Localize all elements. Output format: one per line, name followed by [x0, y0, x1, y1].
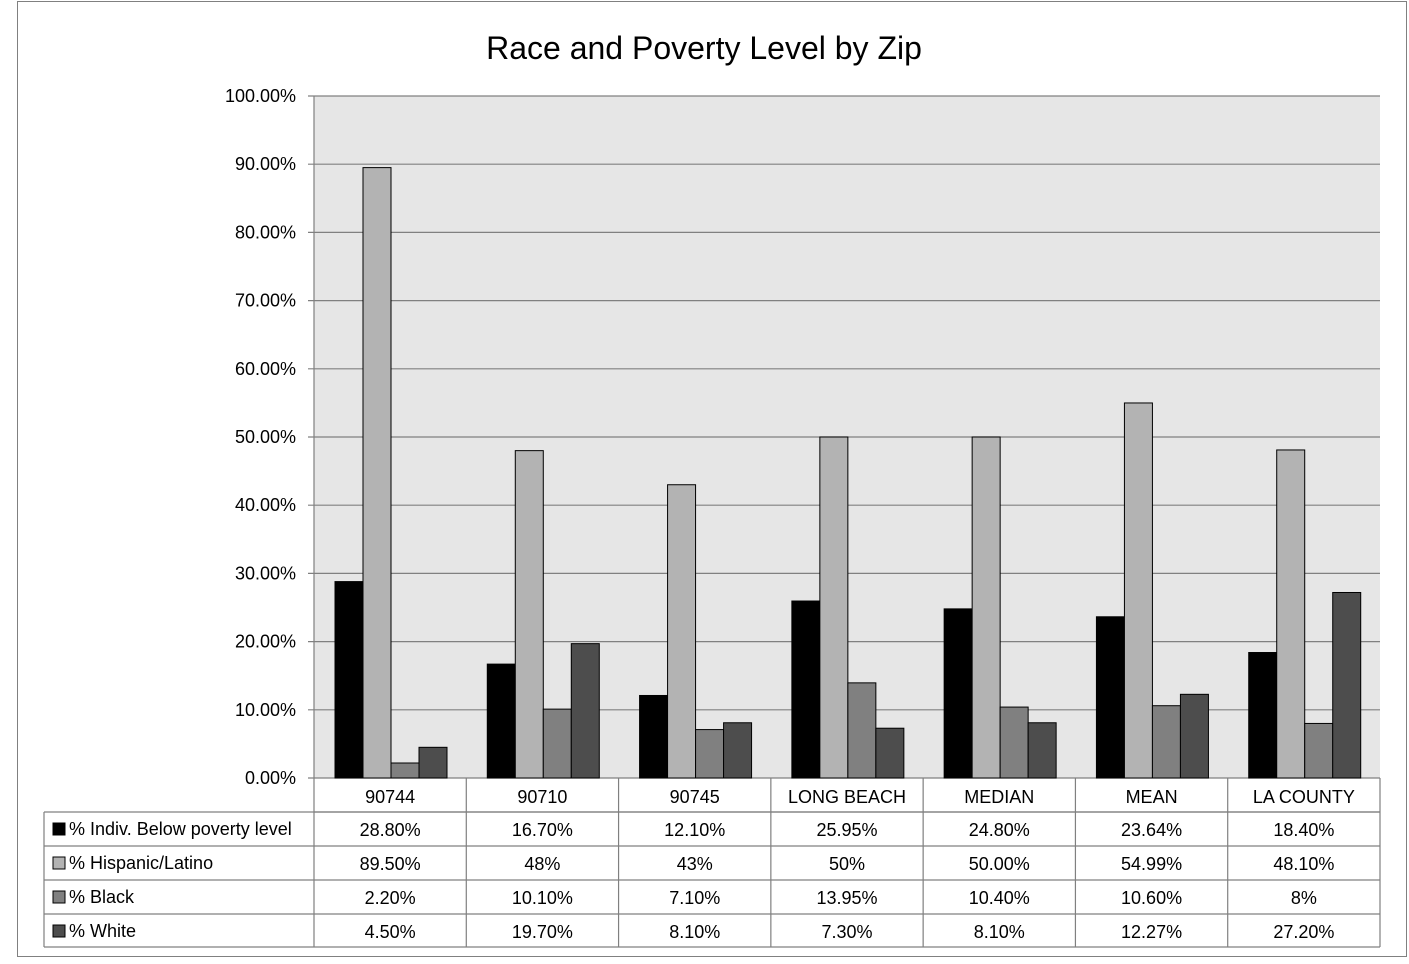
data-label: 48.10% — [1273, 854, 1334, 874]
bar — [1179, 693, 1209, 779]
data-label: 25.95% — [816, 820, 877, 840]
bar — [723, 722, 753, 779]
legend-swatch — [52, 856, 66, 870]
category-label: 90710 — [517, 787, 567, 807]
legend-swatch — [52, 822, 66, 836]
y-tick-label: 80.00% — [235, 222, 296, 242]
bar — [418, 746, 448, 779]
category-label: MEAN — [1126, 787, 1178, 807]
bar — [362, 167, 392, 779]
bar — [334, 581, 364, 779]
data-label: 48% — [524, 854, 560, 874]
data-label: 12.27% — [1121, 922, 1182, 942]
bar — [695, 729, 725, 779]
data-label: 13.95% — [816, 888, 877, 908]
chart-title: Race and Poverty Level by Zip — [486, 30, 922, 66]
y-tick-label: 20.00% — [235, 632, 296, 652]
bar — [1304, 722, 1334, 779]
y-tick-label: 0.00% — [245, 768, 296, 788]
bar — [1248, 652, 1278, 779]
data-label: 8.10% — [974, 922, 1025, 942]
data-label: 7.30% — [821, 922, 872, 942]
data-label: 16.70% — [512, 820, 573, 840]
category-label: MEDIAN — [964, 787, 1034, 807]
bars — [334, 167, 1362, 779]
y-tick-label: 100.00% — [225, 86, 296, 106]
bar — [819, 436, 849, 779]
data-table: 90744 90710 90745 LONG BEACH MEDIAN MEAN LA CO… — [43, 778, 1381, 948]
data-label: 12.10% — [664, 820, 725, 840]
data-label: 8.10% — [669, 922, 720, 942]
legend-label: % White — [69, 921, 136, 941]
bar — [486, 663, 516, 779]
data-label: 50% — [829, 854, 865, 874]
bar — [639, 694, 669, 779]
data-label: 27.20% — [1273, 922, 1334, 942]
y-tick-label: 40.00% — [235, 495, 296, 515]
y-tick-label: 60.00% — [235, 359, 296, 379]
data-label: 10.60% — [1121, 888, 1182, 908]
data-label: 10.40% — [969, 888, 1030, 908]
bar — [542, 708, 572, 779]
bar — [791, 600, 821, 779]
data-label: 19.70% — [512, 922, 573, 942]
bar — [971, 436, 1001, 779]
data-label: 28.80% — [360, 820, 421, 840]
legend-label: % Black — [69, 887, 135, 907]
bar — [1027, 722, 1057, 779]
y-tick-label: 70.00% — [235, 291, 296, 311]
y-tick-label: 30.00% — [235, 563, 296, 583]
category-label: 90744 — [365, 787, 415, 807]
data-label: 8% — [1291, 888, 1317, 908]
category-label: LONG BEACH — [788, 787, 906, 807]
data-label: 24.80% — [969, 820, 1030, 840]
bar — [875, 727, 905, 779]
legend-label: % Hispanic/Latino — [69, 853, 213, 873]
data-label: 89.50% — [360, 854, 421, 874]
data-label: 10.10% — [512, 888, 573, 908]
bar — [847, 682, 877, 779]
bar — [514, 450, 544, 779]
y-tick-label: 50.00% — [235, 427, 296, 447]
bar — [1276, 449, 1306, 779]
category-label: LA COUNTY — [1253, 787, 1355, 807]
data-label: 50.00% — [969, 854, 1030, 874]
y-tick-label: 90.00% — [235, 154, 296, 174]
data-label: 23.64% — [1121, 820, 1182, 840]
data-label: 2.20% — [365, 888, 416, 908]
category-label: 90745 — [670, 787, 720, 807]
legend-swatch — [52, 924, 66, 938]
bar — [570, 643, 600, 779]
y-axis-ticks: 0.00% 10.00% 20.00% 30.00% 40.00% 50.00% 60.00… — [225, 86, 296, 788]
legend-swatch — [52, 890, 66, 904]
bar — [1151, 705, 1181, 779]
bar — [999, 706, 1029, 779]
bar — [1095, 616, 1125, 779]
data-label: 4.50% — [365, 922, 416, 942]
y-tick-label: 10.00% — [235, 700, 296, 720]
legend-label: % Indiv. Below poverty level — [69, 819, 292, 839]
bar — [390, 762, 420, 779]
bar — [943, 608, 973, 779]
bar — [667, 484, 697, 779]
data-label: 18.40% — [1273, 820, 1334, 840]
bar — [1123, 402, 1153, 779]
bar — [1332, 591, 1362, 779]
data-label: 43% — [677, 854, 713, 874]
data-label: 54.99% — [1121, 854, 1182, 874]
data-label: 7.10% — [669, 888, 720, 908]
